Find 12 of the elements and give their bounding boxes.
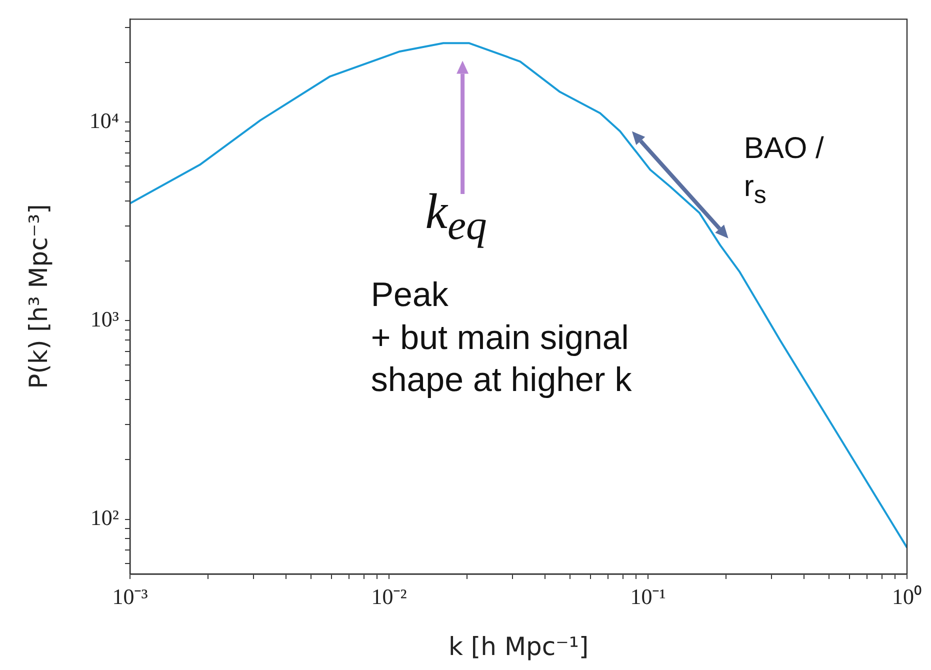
y-tick-label: 10⁴ — [89, 108, 120, 133]
annotation: BAO / r$_{s}$ — [744, 131, 824, 211]
x-tick-label: 10⁰ — [892, 584, 922, 609]
y-tick-label: 10² — [90, 505, 120, 530]
x-tick-label: 10⁻² — [371, 584, 408, 609]
annotation: Peak + but main signal shape at higher k — [370, 275, 632, 402]
y-tick-label: 10³ — [90, 306, 120, 332]
annotation: k$_{eq}$ — [425, 182, 487, 249]
y-axis-title: P(k) [h³ Mpc⁻³] — [23, 204, 52, 389]
x-tick-label: 10⁻¹ — [630, 584, 666, 609]
x-tick-label: 10⁻³ — [112, 584, 148, 609]
x-axis-title: k [h Mpc⁻¹] — [448, 632, 589, 661]
